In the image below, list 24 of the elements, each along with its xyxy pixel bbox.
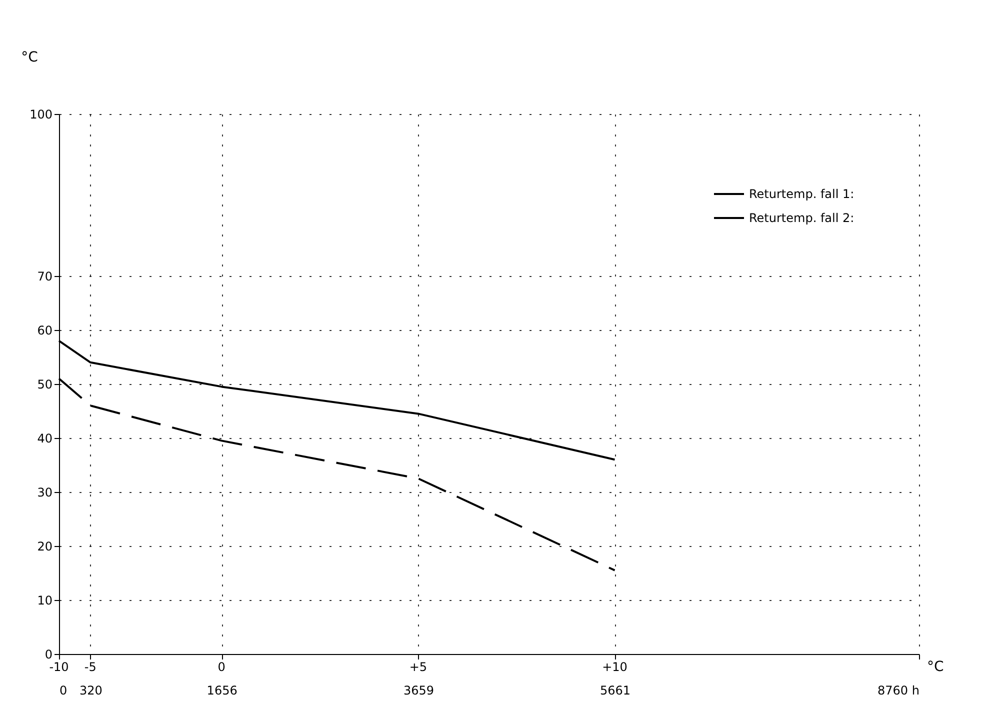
x-tick-label: 3659 bbox=[403, 684, 434, 698]
y-tick-label: 20 bbox=[37, 540, 52, 554]
text: -5 bbox=[84, 660, 96, 674]
y-tick-label: 0 bbox=[44, 648, 52, 662]
y-tick-label: 50 bbox=[37, 378, 52, 392]
x-tick-label: 0 bbox=[60, 684, 68, 698]
text: 0 bbox=[218, 660, 226, 674]
x-tick-label: 320 bbox=[79, 684, 102, 698]
x-tick-label: 8760 h bbox=[878, 684, 920, 698]
text: °C bbox=[927, 659, 944, 675]
x-tick-label: 1656 bbox=[206, 684, 238, 698]
legend-label: Returtemp. fall 2: bbox=[749, 211, 854, 225]
y-tick-label: 100 bbox=[30, 108, 52, 122]
y-tick-label: 10 bbox=[37, 594, 52, 608]
legend-label: Returtemp. fall 1: bbox=[749, 187, 854, 201]
y-tick-label: 30 bbox=[37, 486, 52, 500]
text: +10 bbox=[602, 660, 628, 674]
y-tick-label: 60 bbox=[37, 324, 52, 338]
text: -10 bbox=[49, 660, 69, 674]
text: +5 bbox=[409, 660, 428, 674]
y-tick-label: 70 bbox=[37, 270, 52, 284]
x-tick-label: 5661 bbox=[600, 684, 631, 698]
y-axis-title: °C bbox=[21, 50, 38, 66]
y-tick-label: 40 bbox=[37, 432, 52, 446]
